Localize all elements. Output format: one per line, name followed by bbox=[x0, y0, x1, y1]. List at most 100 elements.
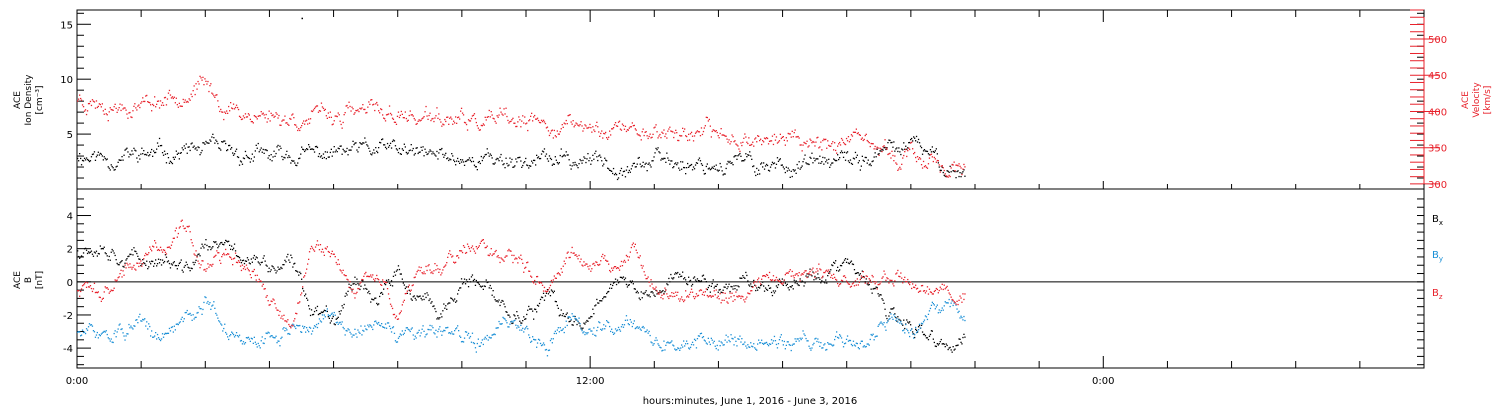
Bx-point bbox=[820, 282, 822, 284]
Bz-point bbox=[686, 296, 688, 298]
By-point bbox=[382, 326, 384, 328]
Bx-point bbox=[381, 291, 383, 294]
Bx-point bbox=[812, 271, 814, 273]
Bx-point bbox=[298, 274, 300, 276]
velocity-point bbox=[533, 116, 535, 118]
velocity-point bbox=[467, 119, 470, 121]
velocity-point bbox=[315, 105, 318, 107]
velocity-point bbox=[104, 108, 106, 110]
Bz-point bbox=[735, 291, 737, 293]
Bx-point bbox=[271, 265, 273, 267]
Bz-point bbox=[292, 325, 294, 327]
By-point bbox=[781, 340, 783, 342]
density-point bbox=[396, 149, 399, 151]
By-point bbox=[808, 345, 810, 347]
density-point bbox=[429, 149, 431, 151]
velocity-point bbox=[780, 137, 782, 140]
Bz-point bbox=[523, 271, 525, 273]
Bx-point bbox=[675, 272, 677, 274]
velocity-point bbox=[163, 97, 166, 99]
Bx-point bbox=[953, 349, 955, 351]
Bx-point bbox=[261, 261, 263, 263]
Bx-point bbox=[703, 278, 705, 280]
Bx-point bbox=[86, 252, 89, 255]
velocity-point bbox=[468, 120, 471, 122]
Bz-point bbox=[550, 279, 553, 282]
density-point bbox=[305, 149, 307, 151]
Bx-point bbox=[723, 286, 725, 288]
velocity-point bbox=[661, 131, 663, 133]
Bz-point bbox=[802, 273, 804, 276]
By-point bbox=[319, 320, 322, 322]
By-point bbox=[933, 304, 935, 306]
Bz-point bbox=[287, 319, 289, 321]
Bz-point bbox=[722, 292, 724, 294]
velocity-point bbox=[279, 124, 281, 126]
By-point bbox=[648, 330, 650, 333]
By-point bbox=[226, 333, 228, 335]
velocity-point bbox=[244, 113, 247, 115]
density-point bbox=[540, 153, 543, 155]
Bx-point bbox=[138, 258, 140, 260]
By-point bbox=[394, 340, 397, 342]
By-point bbox=[542, 342, 545, 344]
By-point bbox=[938, 309, 940, 311]
By-point bbox=[653, 343, 655, 345]
density-point bbox=[779, 158, 781, 160]
Bx-point bbox=[275, 272, 277, 274]
Bx-point bbox=[297, 271, 299, 273]
density-point bbox=[476, 169, 478, 171]
density-point bbox=[934, 150, 936, 152]
Bx-point bbox=[205, 239, 207, 241]
Bz-point bbox=[319, 244, 322, 246]
By-point bbox=[569, 316, 571, 319]
density-point bbox=[828, 158, 830, 160]
density-point bbox=[272, 156, 274, 158]
Bz-point bbox=[803, 271, 805, 274]
density-point bbox=[751, 158, 753, 160]
velocity-point bbox=[575, 122, 577, 124]
By-point bbox=[156, 338, 158, 340]
Bz-point bbox=[963, 298, 965, 301]
By-point bbox=[380, 325, 382, 327]
velocity-point bbox=[831, 143, 833, 145]
density-point bbox=[609, 169, 611, 171]
velocity-point bbox=[843, 143, 846, 145]
velocity-point bbox=[507, 119, 509, 122]
Bz-point bbox=[592, 263, 594, 265]
Bz-point bbox=[922, 290, 925, 292]
density-point bbox=[302, 148, 304, 150]
density-point bbox=[255, 144, 257, 146]
density-point bbox=[484, 154, 486, 156]
velocity-point bbox=[556, 130, 558, 132]
velocity-point bbox=[887, 153, 889, 156]
velocity-point bbox=[99, 103, 101, 106]
density-point bbox=[232, 152, 234, 154]
By-point bbox=[95, 334, 98, 336]
Bz-point bbox=[841, 280, 844, 282]
velocity-point bbox=[620, 129, 623, 131]
By-point bbox=[173, 325, 175, 327]
velocity-point bbox=[526, 122, 528, 124]
velocity-point bbox=[153, 104, 155, 107]
By-point bbox=[840, 337, 843, 339]
Bz-point bbox=[293, 320, 295, 322]
density-point bbox=[500, 153, 502, 156]
Bz-point bbox=[833, 273, 835, 275]
Bz-point bbox=[816, 268, 818, 270]
By-point bbox=[812, 344, 814, 346]
Bx-point bbox=[265, 264, 267, 266]
Bz-point bbox=[657, 292, 659, 295]
By-point bbox=[251, 338, 253, 340]
By-point bbox=[748, 346, 750, 348]
Bx-point bbox=[811, 275, 813, 277]
By-point bbox=[407, 328, 409, 330]
Bx-point bbox=[819, 278, 821, 280]
Bz-point bbox=[622, 261, 625, 263]
Bz-point bbox=[846, 282, 849, 284]
Bx-point bbox=[500, 301, 502, 303]
By-point bbox=[755, 348, 757, 350]
Bz-point bbox=[328, 251, 330, 253]
velocity-point bbox=[944, 173, 946, 175]
By-point bbox=[766, 343, 769, 345]
